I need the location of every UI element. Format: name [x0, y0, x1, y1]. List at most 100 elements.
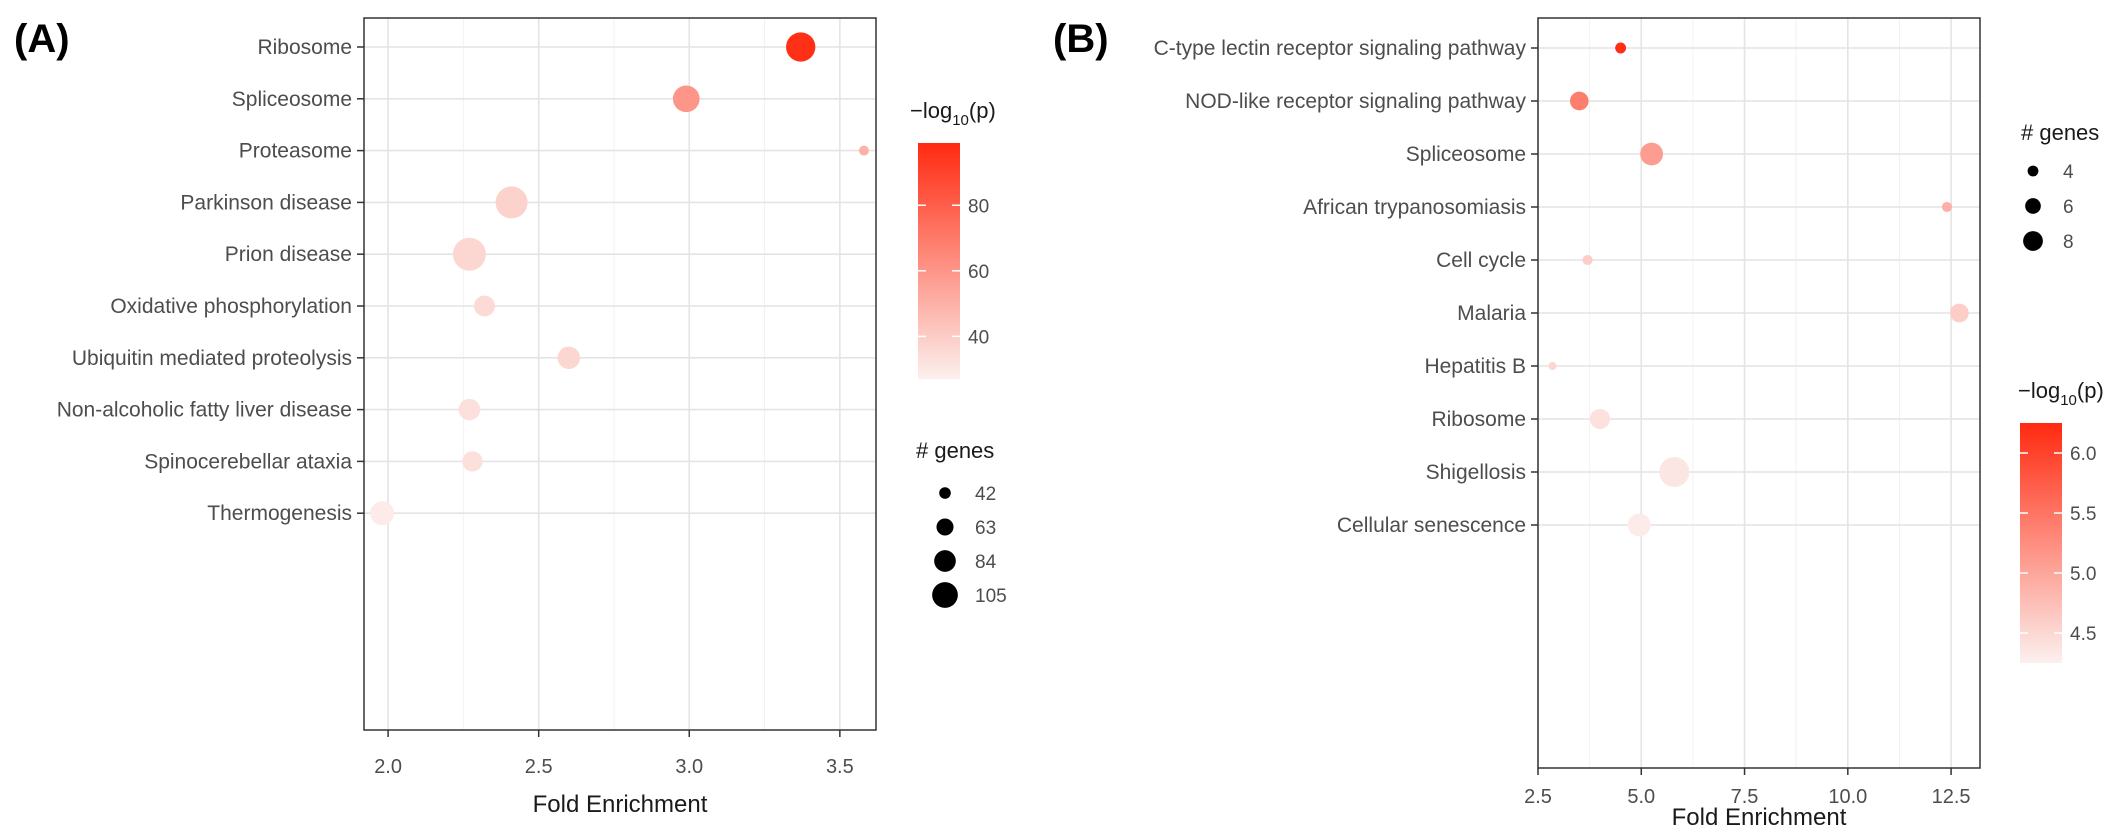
- data-point: [1589, 408, 1611, 430]
- category-label: NOD-like receptor signaling pathway: [1185, 90, 1526, 113]
- panel-b: (B) C-type lectin receptor signaling pat…: [1053, 17, 2104, 831]
- panel-b-points: [1548, 42, 1969, 537]
- data-point: [1941, 201, 1953, 213]
- category-label: Spliceosome: [1406, 143, 1526, 166]
- data-point: [495, 186, 528, 219]
- panel-a-grid: [364, 18, 876, 730]
- panel-a-size-legend: # genes 42 63 84 105: [916, 438, 1007, 608]
- color-tick-label: 5.5: [2070, 504, 2096, 525]
- data-point: [1627, 513, 1651, 537]
- data-point: [1659, 457, 1690, 487]
- data-point: [786, 32, 816, 62]
- size-legend-dot: [936, 518, 954, 536]
- panel-b-size-legend-title: # genes: [2021, 120, 2099, 145]
- data-point: [458, 398, 481, 421]
- panel-a-size-legend-title: # genes: [916, 438, 994, 463]
- data-point: [672, 85, 700, 113]
- size-legend-dot: [939, 487, 951, 499]
- category-label: African trypanosomiasis: [1303, 196, 1526, 219]
- panel-a-color-bar: [918, 143, 960, 379]
- panel-b-color-bar: [2020, 423, 2062, 663]
- category-label: Hepatitis B: [1424, 355, 1526, 378]
- color-tick-label: 40: [968, 327, 989, 348]
- panel-a-color-ticks: 40 60 80: [918, 196, 989, 348]
- panel-a-color-legend-title: −log10(p): [910, 98, 996, 129]
- data-point: [1615, 42, 1627, 54]
- panel-b-plot-border: [1537, 17, 1981, 769]
- category-label: Non-alcoholic fatty liver disease: [57, 399, 352, 422]
- color-tick-label: 80: [968, 196, 989, 217]
- panel-b-grid: [1537, 18, 1980, 768]
- category-label: Spliceosome: [232, 88, 352, 111]
- x-tick-label: 2.5: [1524, 786, 1552, 808]
- size-legend-dot: [2025, 198, 2041, 214]
- category-label: C-type lectin receptor signaling pathway: [1154, 37, 1527, 60]
- panel-a-x-tick-labels: 2.0 2.5 3.0 3.5: [374, 730, 854, 778]
- category-label: Shigellosis: [1426, 461, 1526, 484]
- data-point: [858, 145, 869, 156]
- category-label: Ribosome: [1431, 408, 1526, 431]
- panel-b-size-items: 4 6 8: [2023, 162, 2074, 253]
- size-legend-label: 63: [975, 518, 996, 539]
- x-tick-label: 2.5: [525, 756, 553, 778]
- panel-a-x-axis-title: Fold Enrichment: [533, 791, 708, 818]
- size-legend-label: 8: [2063, 232, 2074, 253]
- panel-a-tag: (A): [14, 17, 70, 61]
- x-tick-label: 7.5: [1731, 786, 1759, 808]
- panel-a-color-legend: −log10(p) 40 60 80: [910, 98, 996, 379]
- panel-a-category-labels: Ribosome Spliceosome Proteasome Parkinson d…: [57, 36, 364, 525]
- color-tick-label: 60: [968, 262, 989, 283]
- panel-b-color-ticks: 4.5 5.0 5.5 6.0: [2020, 444, 2096, 645]
- panel-b-category-labels: C-type lectin receptor signaling pathway…: [1154, 37, 1538, 537]
- category-label: Cell cycle: [1436, 249, 1526, 272]
- color-tick-label: 4.5: [2070, 624, 2096, 645]
- x-tick-label: 3.0: [675, 756, 703, 778]
- panel-b-x-tick-labels: 2.5 5.0 7.5 10.0 12.5: [1524, 768, 1971, 808]
- panel-a: (A) Ribosome Spliceosome Proteasome Parkins…: [14, 17, 1007, 818]
- data-point: [1582, 254, 1593, 266]
- size-legend-dot: [2023, 231, 2043, 251]
- category-label: Prion disease: [225, 243, 352, 266]
- category-label: Malaria: [1457, 302, 1526, 325]
- size-legend-label: 84: [975, 552, 997, 573]
- x-tick-label: 12.5: [1932, 786, 1971, 808]
- panel-b-color-legend-title: −log10(p): [2018, 378, 2104, 409]
- category-label: Parkinson disease: [180, 191, 352, 214]
- size-legend-dot: [2027, 165, 2039, 177]
- panel-b-tag: (B): [1053, 17, 1109, 61]
- category-label: Thermogenesis: [207, 502, 352, 525]
- panel-a-plot-border: [363, 17, 877, 731]
- data-point: [370, 501, 395, 526]
- x-tick-label: 10.0: [1828, 786, 1867, 808]
- size-legend-label: 4: [2063, 162, 2074, 183]
- data-point: [462, 451, 483, 472]
- data-point: [557, 346, 581, 370]
- category-label: Cellular senescence: [1337, 514, 1526, 537]
- data-point: [1569, 91, 1589, 111]
- panel-b-color-legend: −log10(p) 4.5 5.0 5.5 6.0: [2018, 378, 2104, 663]
- x-tick-label: 5.0: [1627, 786, 1655, 808]
- category-label: Ubiquitin mediated proteolysis: [72, 347, 352, 370]
- category-label: Proteasome: [239, 140, 352, 163]
- data-point: [1548, 362, 1557, 370]
- size-legend-label: 105: [975, 586, 1007, 607]
- x-tick-label: 2.0: [374, 756, 402, 778]
- data-point: [474, 295, 495, 317]
- size-legend-label: 6: [2063, 197, 2074, 218]
- data-point: [452, 237, 486, 271]
- size-legend-label: 42: [975, 484, 996, 505]
- category-label: Ribosome: [257, 36, 352, 59]
- panel-b-size-legend: # genes 4 6 8: [2021, 120, 2099, 253]
- size-legend-dot: [932, 582, 958, 608]
- x-tick-label: 3.5: [826, 756, 854, 778]
- category-label: Oxidative phosphorylation: [110, 295, 352, 318]
- panel-b-x-axis-title: Fold Enrichment: [1672, 804, 1847, 831]
- color-tick-label: 5.0: [2070, 564, 2096, 585]
- size-legend-dot: [934, 550, 956, 572]
- data-point: [1640, 142, 1664, 166]
- category-label: Spinocerebellar ataxia: [144, 450, 352, 473]
- color-tick-label: 6.0: [2070, 444, 2096, 465]
- panel-a-points: [370, 32, 869, 526]
- panel-a-size-items: 42 63 84 105: [932, 484, 1007, 608]
